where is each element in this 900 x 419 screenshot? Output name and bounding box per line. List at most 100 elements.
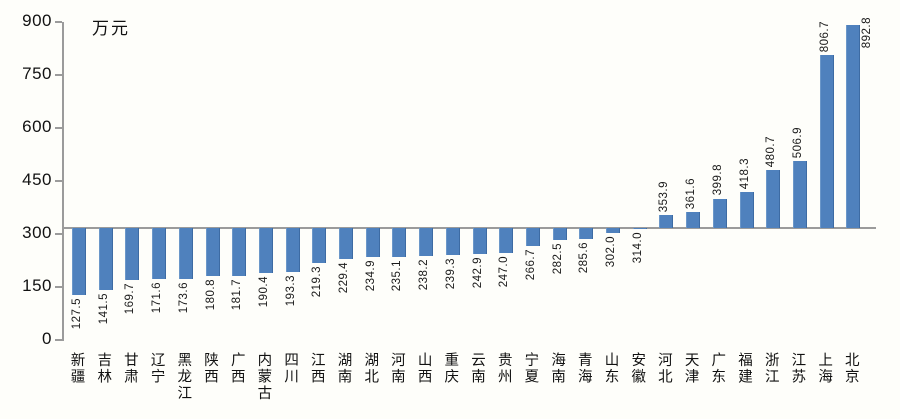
x-axis-label: 云南 — [469, 352, 485, 385]
bar-value-label: 193.3 — [284, 274, 297, 306]
bar-value-label: 127.5 — [71, 297, 83, 330]
bar — [499, 228, 514, 253]
x-axis-label: 山东 — [602, 352, 619, 385]
x-axis-label: 广西 — [228, 352, 245, 385]
bar — [392, 228, 407, 257]
x-axis-label: 海南 — [549, 352, 566, 385]
bar — [579, 228, 594, 240]
x-axis-label: 河北 — [655, 352, 672, 385]
x-axis-label: 甘肃 — [121, 352, 138, 385]
bar-value-label: 229.4 — [338, 261, 350, 294]
bar — [312, 228, 327, 263]
bar-value-label: 173.6 — [177, 281, 190, 313]
bar — [258, 228, 273, 273]
bar — [686, 212, 701, 229]
bar-value-label: 892.8 — [861, 16, 874, 48]
bar-value-label: 171.6 — [151, 282, 164, 314]
x-axis-label: 天津 — [682, 352, 699, 385]
x-axis-label: 湖北 — [362, 352, 379, 385]
bar — [445, 228, 460, 256]
bar — [792, 160, 807, 229]
bar-value-label: 353.9 — [658, 180, 671, 212]
bar — [152, 228, 167, 280]
x-axis-label: 福建 — [736, 352, 752, 385]
y-tick-label: 0 — [42, 329, 52, 349]
x-axis-label: 广东 — [709, 352, 726, 385]
bar-value-label: 239.3 — [444, 258, 457, 290]
y-tick — [55, 127, 62, 129]
y-tick-label: 750 — [22, 64, 52, 84]
y-tick-label: 600 — [22, 117, 52, 137]
bar — [419, 228, 434, 256]
bar-value-label: 238.2 — [418, 258, 431, 291]
x-axis-label: 青海 — [575, 352, 592, 385]
x-axis-label: 宁夏 — [522, 352, 539, 385]
y-tick-label: 900 — [22, 11, 52, 31]
x-axis-label: 北京 — [842, 352, 859, 385]
unit-label: 万元 — [92, 19, 130, 39]
bar-value-label: 302.0 — [605, 236, 617, 268]
bar-value-label: 806.7 — [818, 20, 831, 52]
y-tick — [55, 21, 62, 23]
bar-value-label: 361.6 — [685, 177, 698, 210]
y-tick-label: 300 — [22, 223, 52, 243]
y-tick — [55, 74, 62, 76]
bar — [846, 24, 861, 229]
bar-value-label: 418.3 — [738, 157, 751, 190]
y-tick — [55, 233, 62, 235]
x-axis-label: 重庆 — [442, 352, 459, 385]
bar-value-label: 141.5 — [97, 293, 110, 325]
y-axis-line — [62, 22, 64, 341]
bar — [659, 214, 674, 229]
bar — [632, 228, 647, 230]
bar-value-label: 242.9 — [471, 257, 484, 289]
bar-value-label: 266.7 — [524, 248, 537, 281]
x-axis-label: 黑龙江 — [175, 352, 192, 402]
bar — [606, 228, 620, 234]
x-axis-label: 江苏 — [789, 352, 806, 385]
bar — [125, 228, 140, 281]
bar — [712, 198, 727, 229]
bar-value-label: 235.1 — [391, 259, 404, 292]
bar-value-label: 480.7 — [765, 135, 778, 168]
bar-value-label: 506.9 — [791, 126, 804, 158]
bar — [552, 228, 567, 241]
bar-value-label: 282.5 — [551, 243, 564, 275]
bar — [365, 228, 380, 257]
x-axis-label: 辽宁 — [148, 352, 165, 385]
y-tick — [55, 286, 62, 288]
x-axis-label: 上海 — [816, 352, 833, 385]
bar-value-label: 190.4 — [257, 275, 270, 307]
x-axis-label: 江西 — [308, 352, 325, 385]
x-axis-label: 浙江 — [762, 352, 779, 385]
bar — [472, 228, 487, 255]
bar — [232, 228, 247, 276]
x-axis-label: 河南 — [388, 352, 405, 385]
x-axis-label: 山西 — [415, 352, 432, 385]
bar — [72, 228, 86, 295]
x-axis-label: 贵州 — [495, 352, 512, 385]
x-axis-label: 四川 — [282, 352, 299, 385]
bar — [178, 228, 193, 279]
bar-value-label: 181.7 — [231, 278, 244, 311]
x-axis-label: 新疆 — [68, 352, 85, 385]
bar — [205, 228, 220, 277]
bar-value-label: 169.7 — [124, 283, 137, 315]
category-axis-line — [62, 227, 876, 230]
bar — [819, 54, 834, 229]
bar-value-label: 399.8 — [711, 164, 724, 196]
bar — [285, 228, 300, 272]
bar — [98, 228, 113, 290]
bar — [525, 228, 540, 246]
bar — [766, 170, 781, 229]
bar-value-label: 285.6 — [578, 242, 591, 274]
bar-value-label: 234.9 — [364, 260, 377, 292]
x-axis-label: 安徽 — [629, 352, 646, 385]
x-axis-label: 内蒙古 — [255, 352, 272, 402]
y-tick-label: 450 — [22, 170, 52, 190]
bar-value-label: 314.0 — [631, 232, 644, 264]
bar — [739, 192, 754, 229]
x-axis-label: 陕西 — [202, 352, 218, 385]
y-tick — [55, 180, 62, 182]
